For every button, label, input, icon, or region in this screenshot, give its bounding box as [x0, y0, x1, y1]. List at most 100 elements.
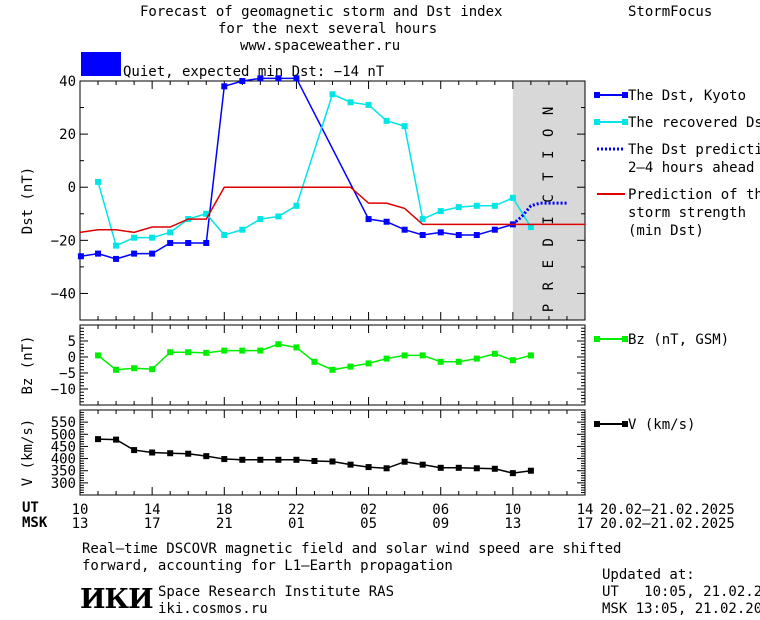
data-point [401, 226, 408, 233]
data-point [221, 456, 228, 463]
data-point [257, 347, 264, 354]
legend-label: Bz (nT, GSM) [628, 332, 729, 348]
data-point [401, 352, 408, 359]
data-point [113, 255, 120, 262]
data-point [221, 347, 228, 354]
x-tick-label-msk: 13 [504, 516, 521, 532]
data-point [455, 464, 462, 471]
legend-label: 2–4 hours ahead [628, 160, 754, 176]
data-point [455, 358, 462, 365]
data-point [527, 467, 534, 474]
series-line [97, 343, 532, 371]
prediction-letter: C [541, 194, 557, 202]
legend-label: (min Dst) [628, 223, 704, 239]
data-point [275, 341, 282, 348]
series-line [79, 186, 585, 234]
data-point [455, 204, 462, 211]
data-point [455, 232, 462, 239]
series-line [80, 77, 514, 260]
data-point [149, 234, 156, 241]
data-point [95, 250, 102, 257]
y-tick-label: 20 [59, 127, 76, 143]
data-point [95, 178, 102, 185]
data-point [293, 202, 300, 209]
data-point [95, 436, 102, 443]
data-point [311, 458, 318, 464]
x-tick-label-ut: 10 [504, 502, 521, 518]
footer-note-line-1: Real–time DSCOVR magnetic field and sola… [82, 541, 622, 557]
legend-marker [594, 336, 600, 342]
data-point [419, 461, 426, 468]
legend-marker [622, 421, 628, 427]
y-tick-label: 450 [51, 439, 76, 455]
y-tick-label: 500 [51, 427, 76, 443]
y-tick-label: 400 [51, 452, 76, 468]
data-point [203, 349, 210, 356]
data-point [347, 363, 354, 370]
data-point [491, 465, 498, 472]
data-point [275, 456, 282, 463]
prediction-letter: N [541, 107, 557, 115]
x-tick-label-ut: 14 [144, 502, 161, 518]
data-point [131, 234, 138, 241]
data-point [437, 464, 444, 471]
data-point [167, 349, 174, 356]
data-point [491, 226, 498, 233]
status-swatch [81, 52, 121, 76]
data-point [473, 465, 480, 472]
institute-site[interactable]: iki.cosmos.ru [158, 601, 268, 617]
panel-frame [79, 80, 586, 321]
data-point [383, 355, 390, 362]
ut-date-range: 20.02–21.02.2025 [600, 502, 735, 518]
data-point [491, 350, 498, 357]
x-tick-label-msk: 17 [577, 516, 594, 532]
y-tick-label: 300 [51, 476, 76, 492]
data-point [149, 449, 156, 456]
data-point [167, 229, 174, 236]
data-point [311, 358, 318, 365]
data-point [239, 347, 246, 354]
title-line-1: Forecast of geomagnetic storm and Dst in… [140, 4, 503, 20]
data-point [365, 464, 372, 471]
prediction-band [512, 81, 585, 320]
series-line [98, 438, 531, 474]
institute-name: Space Research Institute RAS [158, 584, 395, 600]
y-tick-label: 350 [51, 464, 76, 480]
prediction-letter: O [541, 129, 557, 137]
legend-marker [594, 92, 600, 98]
data-point [509, 194, 516, 201]
x-tick-label-msk: 13 [72, 516, 89, 532]
data-point [113, 436, 120, 443]
status-text: Quiet, expected min Dst: −14 nT [123, 64, 385, 80]
x-tick-label-msk: 17 [144, 516, 161, 532]
data-point [527, 352, 534, 359]
y-tick-label: 0 [68, 180, 76, 196]
x-tick-label-ut: 18 [216, 502, 233, 518]
data-point [527, 224, 534, 231]
prediction-letter: T [541, 172, 557, 181]
footer-note-line-2: forward, accounting for L1–Earth propaga… [82, 558, 453, 574]
data-point [239, 226, 246, 233]
legend-label: storm strength [628, 205, 746, 221]
legend-label: The recovered Dst [628, 115, 760, 131]
data-point [383, 117, 390, 124]
x-tick-label-msk: 21 [216, 516, 233, 532]
x-axis-ut-label: UT [22, 500, 39, 516]
data-point [437, 208, 444, 215]
prediction-letter: R [541, 281, 557, 290]
legend-marker [622, 336, 628, 342]
data-point [293, 75, 300, 82]
iki-logo: ИКИ [80, 584, 154, 615]
data-point [329, 91, 336, 98]
data-point [149, 366, 156, 373]
data-point [185, 349, 192, 356]
legend-marker [594, 119, 600, 125]
data-point [347, 99, 354, 106]
legend-label: The Dst prediction [628, 142, 760, 158]
data-point [275, 75, 282, 82]
prediction-letter: I [541, 150, 557, 158]
brand-label: StormFocus [628, 4, 713, 20]
data-point [239, 78, 246, 84]
data-point [329, 458, 336, 465]
data-point [149, 250, 156, 257]
